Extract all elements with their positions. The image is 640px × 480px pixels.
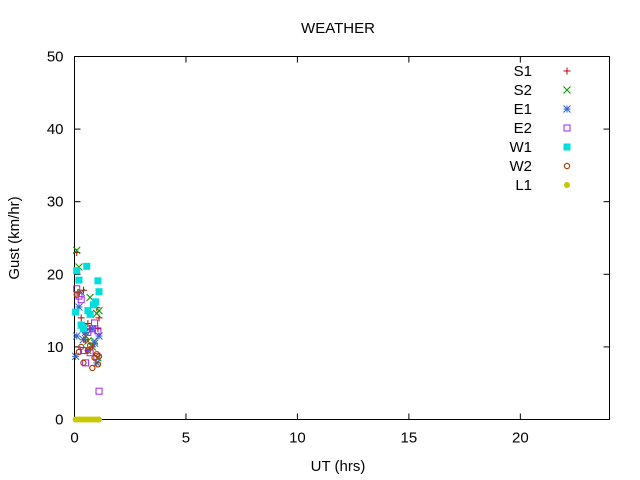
legend-label: W1 xyxy=(510,139,533,156)
data-point xyxy=(95,353,103,360)
data-point xyxy=(73,291,80,298)
series-w1 xyxy=(72,262,103,333)
x-tick-label: 5 xyxy=(182,430,190,447)
x-tick-label: 10 xyxy=(289,430,306,447)
y-tick-label: 20 xyxy=(47,266,64,283)
data-point xyxy=(75,276,83,284)
data-point xyxy=(91,319,99,327)
data-point xyxy=(95,288,103,296)
data-point xyxy=(72,308,80,316)
data-point xyxy=(73,267,81,275)
data-point xyxy=(71,352,80,361)
data-point xyxy=(72,332,81,340)
y-tick-label: 50 xyxy=(47,49,64,66)
data-point xyxy=(94,277,102,285)
legend-marker xyxy=(563,143,571,151)
data-point xyxy=(94,327,102,335)
data-point xyxy=(77,321,85,329)
data-point xyxy=(86,342,94,349)
axis-ticks: 0 5 10 15 20 0 10 20 30 40 50 xyxy=(47,49,610,447)
data-point xyxy=(83,262,91,270)
legend-label: S2 xyxy=(514,82,532,99)
data-point xyxy=(81,328,90,337)
data-point xyxy=(77,296,85,304)
legend-label: E1 xyxy=(514,101,532,118)
data-point xyxy=(84,307,92,315)
data-point xyxy=(82,336,89,343)
data-point xyxy=(79,325,87,333)
data-point xyxy=(72,246,81,255)
legend: S1 S2 E1 E2 W1 W2 L1 xyxy=(510,63,571,194)
data-point xyxy=(89,364,96,372)
data-point xyxy=(80,359,87,367)
data-point xyxy=(75,303,83,311)
y-tick-label: 30 xyxy=(47,194,64,211)
series-w2 xyxy=(73,291,103,372)
plot-frame xyxy=(74,56,610,420)
legend-label: W2 xyxy=(510,158,533,175)
data-point xyxy=(92,298,100,306)
chart-title: WEATHER xyxy=(301,20,375,37)
legend-label: E2 xyxy=(514,120,532,137)
x-tick-label: 0 xyxy=(70,430,78,447)
data-point xyxy=(84,328,92,336)
x-tick-label: 15 xyxy=(401,430,418,447)
data-point xyxy=(77,314,85,322)
y-axis-label: Gust (km/hr) xyxy=(6,196,23,279)
data-point xyxy=(95,332,103,340)
x-tick-label: 20 xyxy=(512,430,529,447)
y-tick-label: 10 xyxy=(47,339,64,356)
data-point xyxy=(94,361,102,368)
data-point xyxy=(88,324,97,333)
data-point xyxy=(92,359,101,367)
data-point xyxy=(75,348,83,356)
legend-marker xyxy=(563,67,571,75)
legend-marker xyxy=(563,124,571,132)
data-point xyxy=(84,347,92,354)
data-point xyxy=(82,359,90,367)
data-point xyxy=(86,310,94,318)
data-point xyxy=(95,387,103,395)
legend-marker xyxy=(563,86,571,94)
legend-label: L1 xyxy=(515,177,532,194)
y-tick-label: 0 xyxy=(55,412,63,429)
data-points xyxy=(71,246,103,423)
legend-marker xyxy=(563,162,571,170)
data-point xyxy=(90,339,99,348)
data-point xyxy=(84,320,92,328)
y-tick-label: 40 xyxy=(47,121,64,138)
series-l1 xyxy=(72,416,103,423)
legend-marker xyxy=(564,182,570,188)
data-point xyxy=(84,346,92,355)
data-point xyxy=(77,343,85,351)
legend-label: S1 xyxy=(514,63,532,80)
legend-marker xyxy=(563,105,571,113)
x-axis-label: UT (hrs) xyxy=(311,458,366,475)
data-point xyxy=(96,416,103,423)
